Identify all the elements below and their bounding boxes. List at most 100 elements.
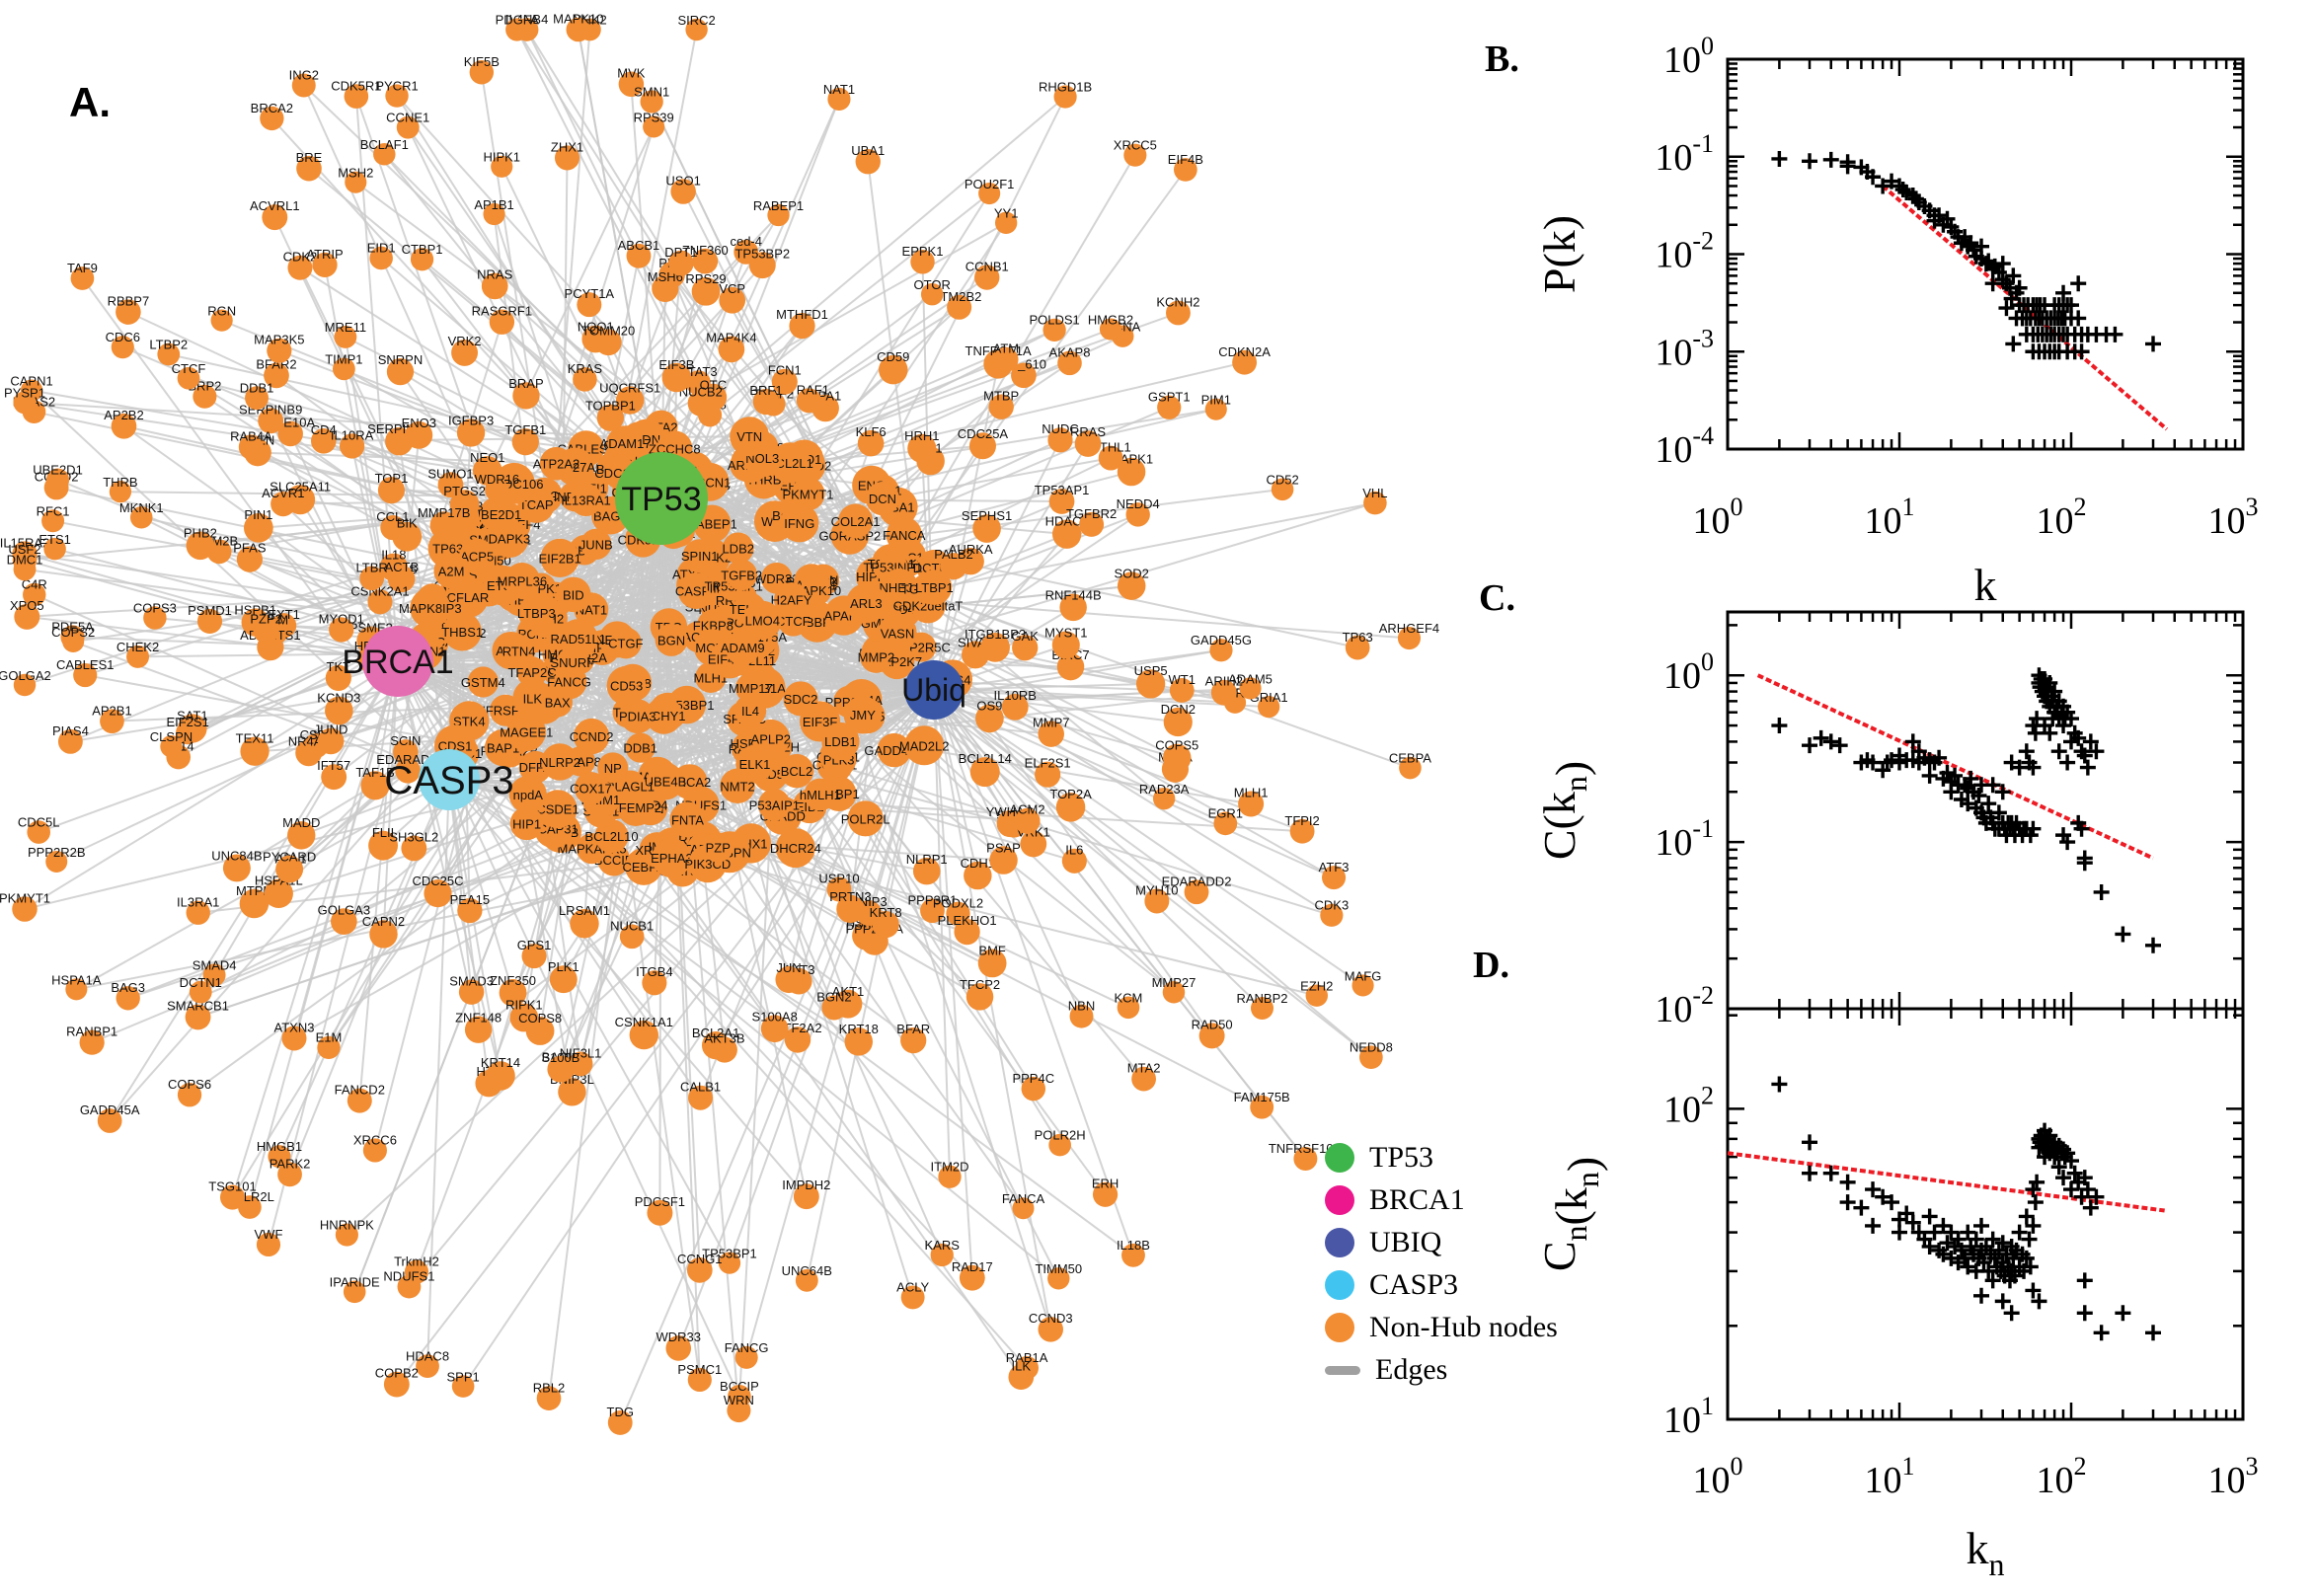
network-node-label: PSMD1 xyxy=(188,603,232,618)
network-node-label: VTN xyxy=(736,429,762,444)
panel-label-d: D. xyxy=(1473,944,1509,987)
network-node-label: LDB1 xyxy=(824,734,857,749)
network-node-label: WT1 xyxy=(1169,672,1196,687)
network-node-label: UQCRFS1 xyxy=(599,380,660,395)
network-node-label: JUND xyxy=(314,722,348,737)
network-node-label: KLF6 xyxy=(856,424,887,439)
network-node-label: IL4 xyxy=(741,704,759,719)
network-node-label: JMY xyxy=(850,708,876,722)
network-node-label: PHB2 xyxy=(184,525,217,540)
network-node-label: GOLGA3 xyxy=(318,902,370,917)
hub-label: BRCA1 xyxy=(342,644,453,681)
network-node-label: IL13RA1 xyxy=(561,493,611,507)
network-node-label: VHL xyxy=(1362,486,1387,500)
network-node-label: BAG3 xyxy=(111,980,145,995)
network-node-label: CCND3 xyxy=(1029,1311,1073,1326)
network-node-label: DCN2 xyxy=(1161,702,1196,717)
network-node-label: MTHFD1 xyxy=(776,307,828,322)
network-node-label: PIAS4 xyxy=(52,723,89,738)
network-node-label: E1M xyxy=(316,1030,343,1045)
network-node-label: COX17 xyxy=(570,782,612,797)
network-node-label: BRE xyxy=(296,150,323,165)
network-node-label: BCL2 xyxy=(781,764,813,779)
network-node-label: GADD45A xyxy=(80,1102,140,1117)
network-node-label: SDC2 xyxy=(784,692,818,707)
network-node-label: IL10RA xyxy=(331,427,374,442)
network-node-label: TIMM50 xyxy=(1035,1261,1082,1276)
network-node-label: PPP2R2B xyxy=(28,845,86,860)
data-points xyxy=(1771,1076,2161,1340)
network-node-label: YY1 xyxy=(994,206,1019,221)
network-node-label: ARIH2 xyxy=(1205,674,1243,689)
tick-label: 101 xyxy=(1865,493,1915,542)
network-node-label: ITGB4 xyxy=(636,964,673,979)
network-node-label: AKT3B xyxy=(704,1031,744,1046)
network-node-label: TIMP1 xyxy=(325,351,362,366)
y-axis-label: C(kn) xyxy=(1534,761,1596,860)
network-edges xyxy=(25,30,1410,1422)
network-node-label: TOP1 xyxy=(375,471,409,486)
network-node-label: ZNF148 xyxy=(455,1011,502,1026)
network-node-label: CEBPA xyxy=(1389,751,1431,766)
network-node-label: MRE11 xyxy=(325,320,366,335)
network-node-label: WRN xyxy=(724,1393,754,1407)
network-node-label: USP10 xyxy=(818,872,859,886)
network-node-label: NUCB1 xyxy=(610,919,654,934)
tick-label: 101 xyxy=(1865,1452,1915,1501)
network-node-label: COPS2 xyxy=(51,625,95,640)
legend-label: TP53 xyxy=(1369,1141,1433,1175)
hub-label: Ubiq xyxy=(901,672,966,708)
network-node-label: hMLH1 xyxy=(800,788,841,802)
tick-label: 10-4 xyxy=(1655,421,1714,471)
axis-ticks xyxy=(1728,59,2243,449)
network-node-label: TAF9 xyxy=(67,261,98,275)
network-node-label: BCCIP xyxy=(720,1379,759,1394)
tick-label: 103 xyxy=(2208,1452,2259,1501)
network-node-label: IFNG xyxy=(784,516,814,531)
network-node-label: UNC64B xyxy=(782,1263,832,1278)
network-node-label: PFAS xyxy=(233,541,267,556)
x-axis-label: k xyxy=(1974,560,1997,610)
network-node-label: BAX xyxy=(545,695,571,710)
network-node-label: ATM xyxy=(993,342,1019,356)
network-node-label: BCLAF1 xyxy=(360,137,409,152)
network-node-label: BFAR xyxy=(896,1022,930,1036)
network-node-label: PSMC1 xyxy=(677,1362,722,1377)
network-node-label: IL3RA1 xyxy=(177,895,219,910)
legend-label: Edges xyxy=(1375,1353,1447,1387)
network-node-label: ACVRL1 xyxy=(250,198,300,213)
network-node-label: BID xyxy=(563,587,584,602)
network-node-label: MAPK8IP3 xyxy=(399,601,462,616)
panel-label-a: A. xyxy=(69,79,111,126)
network-node-label: AP2B1 xyxy=(92,703,131,718)
network-node-label: TP63 xyxy=(1343,630,1373,645)
network-node-label: IL18B xyxy=(1117,1238,1150,1253)
network-node-label: ILK xyxy=(1012,1358,1032,1373)
network-node-label: LTBP2 xyxy=(149,338,188,352)
network-node-label: ACTB xyxy=(384,560,419,574)
network-node-label: BRCA2 xyxy=(251,101,293,115)
plot-frame xyxy=(1728,59,2243,449)
network-node-label: TOMM20 xyxy=(581,323,635,338)
network-node-label: WDR16 xyxy=(475,472,520,487)
network-node-label: LRSAM1 xyxy=(559,903,610,918)
network-node-label: UNC84B xyxy=(211,848,262,863)
network-node-label: ZNF350 xyxy=(490,973,536,988)
network-node-label: ARHGEF4 xyxy=(1379,621,1439,636)
network-node-label: ERH xyxy=(1092,1177,1119,1191)
network-node-label: SMAD3 xyxy=(449,973,494,988)
network-node-label: CD59 xyxy=(877,349,909,364)
network-node-label: HDAC8 xyxy=(406,1348,449,1363)
network-node-label: RNF144B xyxy=(1045,588,1102,603)
network-node-label: OTOR xyxy=(914,277,951,292)
network-node-label: ETS1 xyxy=(39,532,71,547)
network-node-label: FCN1 xyxy=(768,363,802,378)
network-node-label: UBE2D1 xyxy=(33,463,83,478)
network-node-label: UBA1 xyxy=(851,143,885,158)
network-node-label: BIK xyxy=(397,516,418,531)
tick-label: 10-3 xyxy=(1655,324,1714,373)
node-swatch-icon xyxy=(1325,1313,1354,1342)
